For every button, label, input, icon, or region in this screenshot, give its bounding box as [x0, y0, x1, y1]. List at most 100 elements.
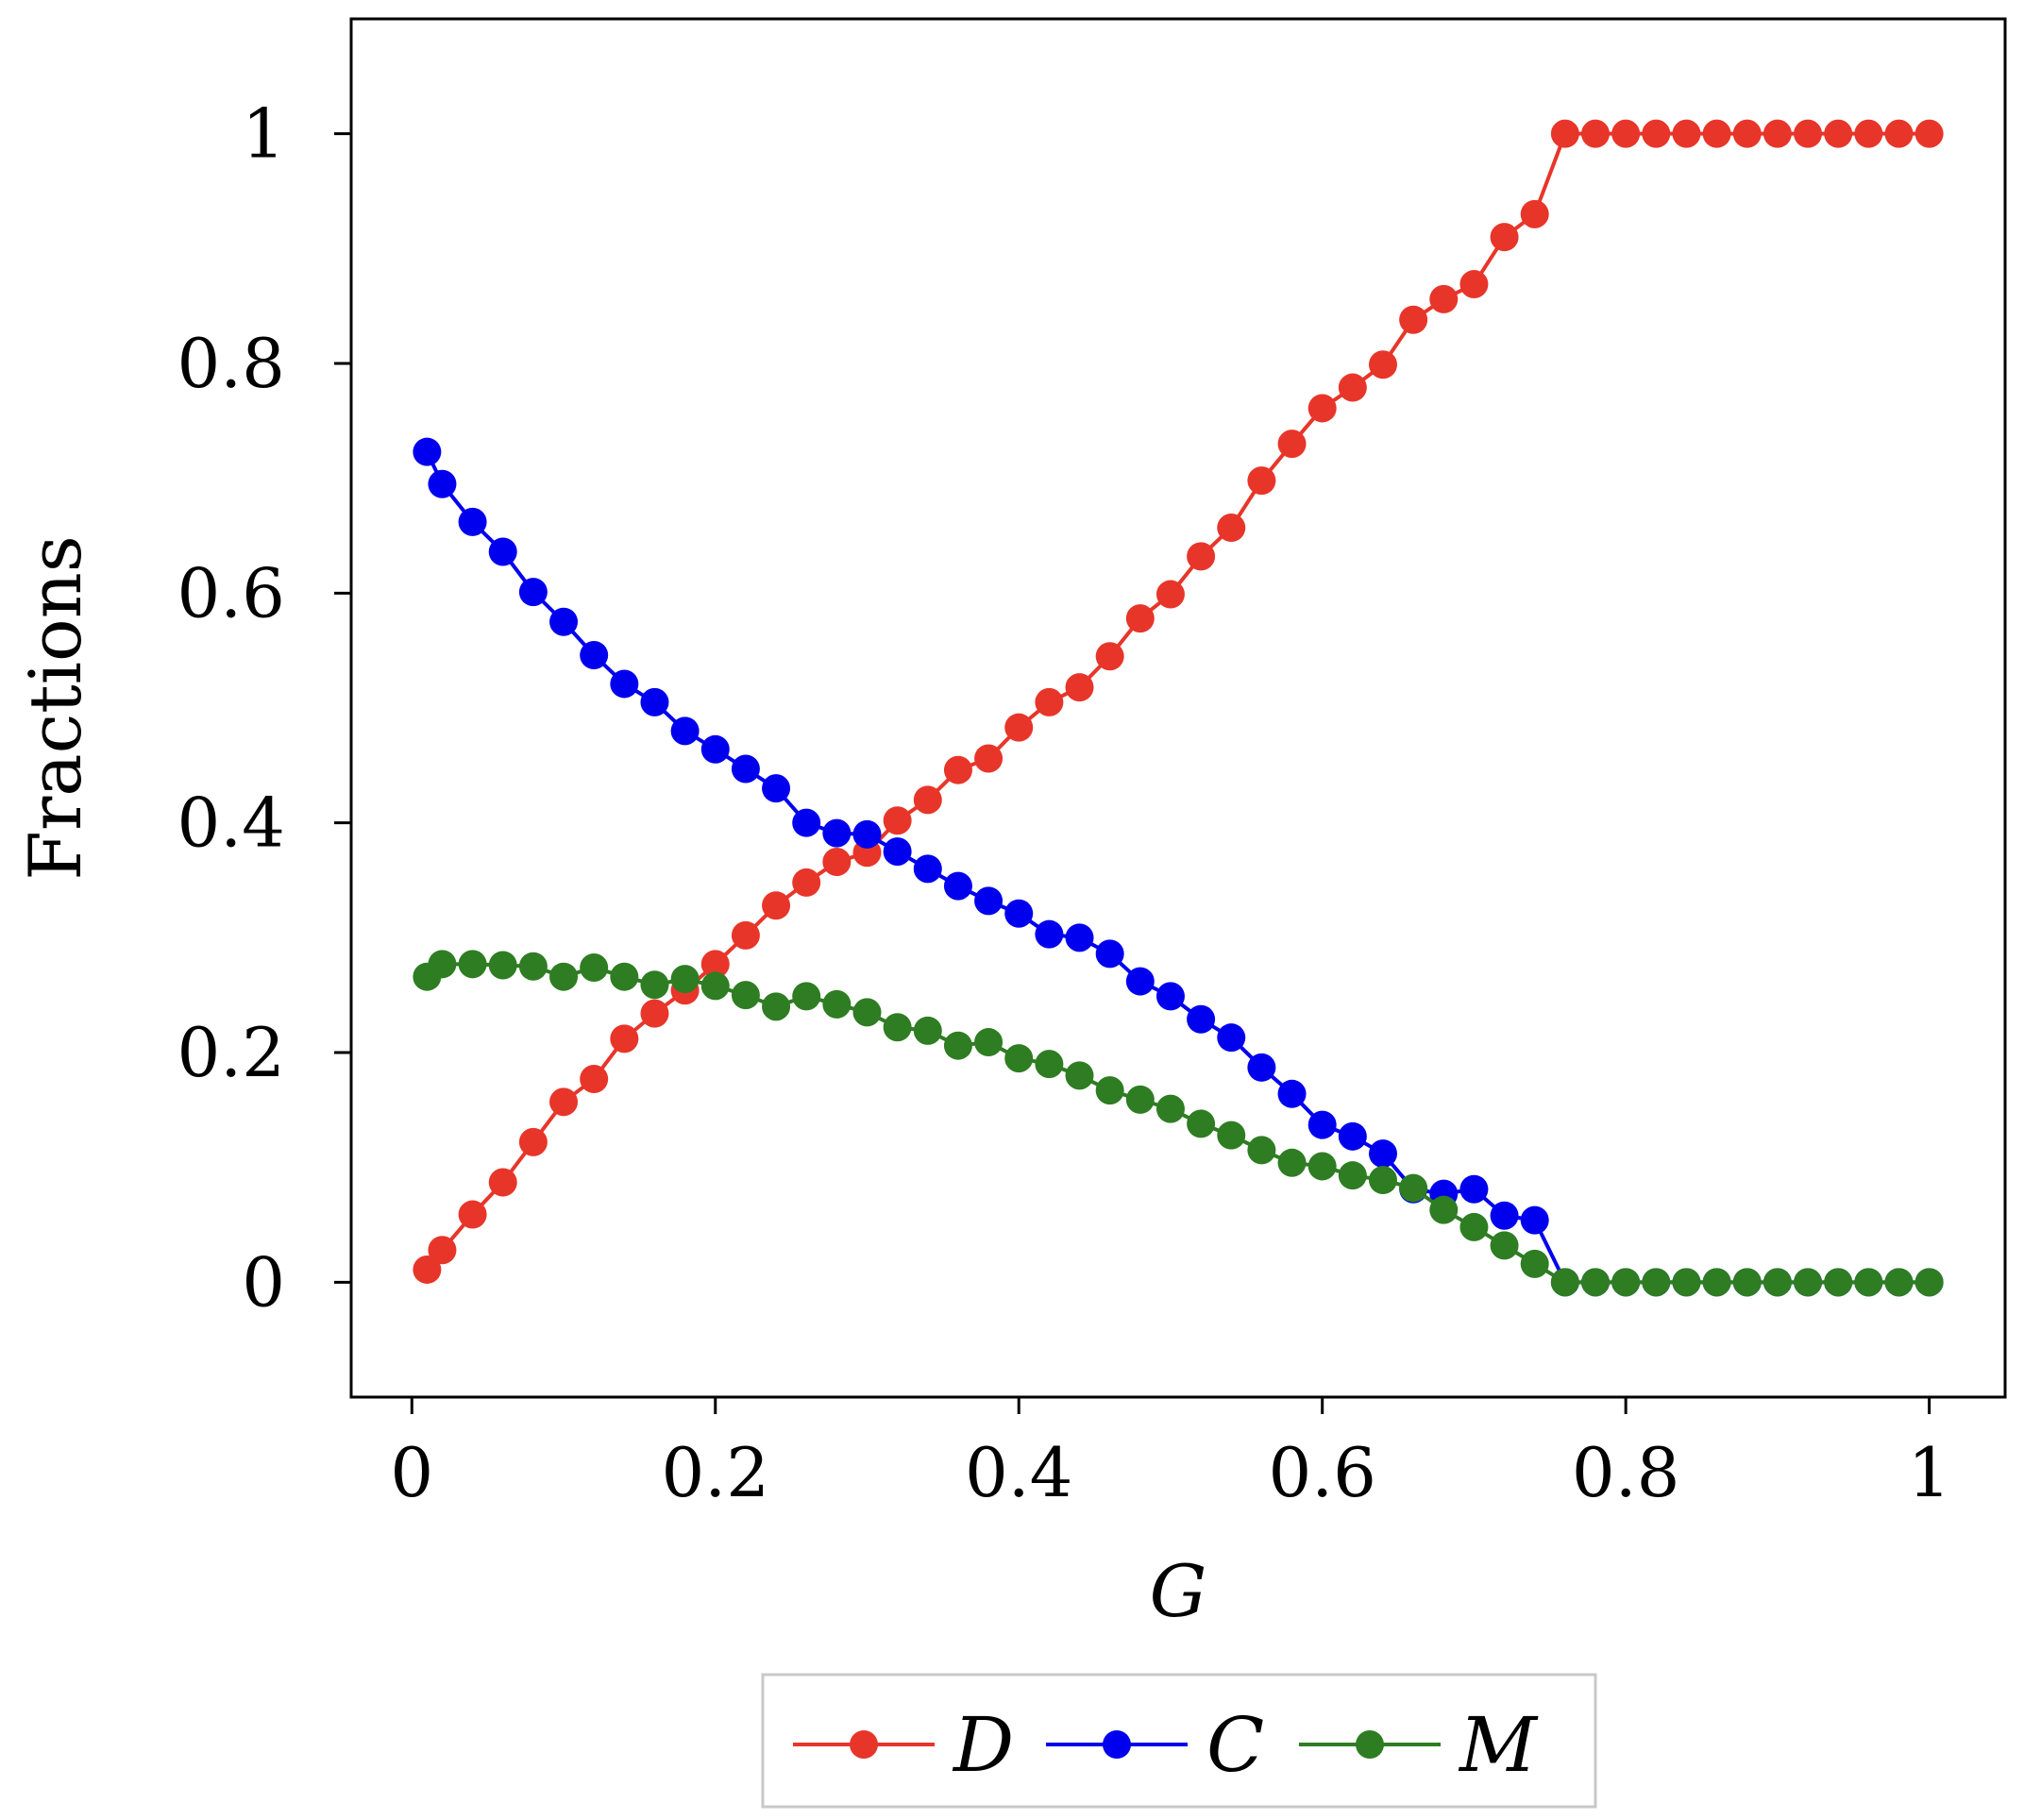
data-point-C: [413, 437, 442, 466]
data-point-D: [1065, 673, 1094, 702]
legend-marker-M: [1356, 1730, 1384, 1759]
data-point-D: [1520, 199, 1549, 228]
data-point-M: [1914, 1268, 1944, 1297]
data-point-M: [1520, 1249, 1549, 1278]
data-point-M: [1277, 1148, 1307, 1177]
x-tick-label: 0.2: [662, 1433, 770, 1512]
data-point-D: [822, 848, 852, 877]
data-point-D: [1914, 119, 1944, 148]
data-point-D: [1642, 119, 1671, 148]
y-tick-label: 0: [242, 1242, 285, 1322]
data-point-C: [1187, 1004, 1216, 1034]
data-point-C: [670, 716, 700, 746]
data-point-C: [822, 818, 852, 848]
data-point-C: [974, 886, 1004, 916]
data-point-M: [822, 989, 852, 1019]
data-point-D: [792, 868, 821, 897]
data-point-M: [428, 950, 457, 979]
data-point-M: [518, 952, 548, 981]
data-point-M: [1702, 1268, 1731, 1297]
data-point-D: [1854, 119, 1883, 148]
data-point-M: [610, 962, 639, 991]
legend-label-D: D: [952, 1701, 1014, 1789]
data-point-M: [700, 971, 730, 1001]
data-point-D: [610, 1024, 639, 1053]
series-line-C: [425, 450, 1930, 1285]
legend-box: [761, 1673, 1597, 1809]
data-point-M: [1125, 1085, 1155, 1114]
data-point-C: [1338, 1121, 1367, 1151]
data-point-D: [428, 1236, 457, 1265]
data-point-D: [580, 1064, 609, 1093]
data-point-M: [549, 962, 579, 991]
data-point-D: [1672, 119, 1701, 148]
data-point-D: [458, 1200, 487, 1229]
data-point-M: [852, 998, 882, 1027]
data-point-C: [1155, 982, 1185, 1011]
series-layer: [413, 119, 1944, 1297]
data-point-D: [1217, 513, 1246, 542]
data-point-D: [1399, 305, 1428, 334]
data-point-C: [913, 854, 942, 884]
legend-label-C: C: [1206, 1701, 1264, 1789]
data-point-M: [1035, 1050, 1064, 1079]
data-point-M: [974, 1028, 1004, 1057]
data-point-C: [1004, 899, 1034, 928]
legend-marker-D: [850, 1730, 878, 1759]
data-point-M: [1368, 1166, 1397, 1195]
data-point-M: [1187, 1109, 1216, 1138]
data-point-C: [1035, 919, 1064, 949]
data-point-C: [640, 687, 669, 716]
series-C: [413, 437, 1944, 1297]
data-point-C: [1368, 1139, 1397, 1169]
data-point-D: [1824, 119, 1853, 148]
data-point-C: [488, 537, 517, 566]
data-point-M: [1155, 1094, 1185, 1123]
data-point-D: [488, 1168, 517, 1197]
data-point-M: [1550, 1268, 1579, 1297]
data-point-M: [1884, 1268, 1914, 1297]
data-point-D: [731, 920, 760, 950]
data-point-C: [731, 754, 760, 784]
data-point-D: [1550, 119, 1579, 148]
y-tick-label: 0.8: [177, 324, 285, 403]
data-point-M: [1247, 1136, 1276, 1165]
data-point-C: [518, 578, 548, 607]
data-point-D: [762, 891, 791, 920]
data-point-M: [1307, 1152, 1337, 1181]
data-point-M: [731, 981, 760, 1010]
data-point-M: [1763, 1268, 1792, 1297]
data-point-C: [1217, 1023, 1246, 1053]
data-point-M: [1429, 1195, 1459, 1224]
data-point-D: [1611, 119, 1641, 148]
data-point-C: [762, 774, 791, 803]
y-tick-label: 1: [242, 94, 285, 174]
x-tick-label: 1: [1908, 1433, 1951, 1512]
data-point-M: [1004, 1044, 1034, 1073]
x-tick-label: 0.4: [965, 1433, 1073, 1512]
data-point-D: [1307, 394, 1337, 423]
data-point-M: [1581, 1268, 1611, 1297]
data-point-C: [610, 669, 639, 699]
data-point-M: [943, 1031, 972, 1060]
data-point-C: [883, 837, 912, 867]
data-point-M: [883, 1013, 912, 1042]
data-point-C: [1307, 1110, 1337, 1139]
data-point-C: [700, 734, 730, 764]
data-point-D: [518, 1127, 548, 1156]
data-point-C: [1490, 1201, 1519, 1230]
data-point-M: [458, 950, 487, 979]
data-point-D: [1155, 580, 1185, 609]
data-point-D: [1368, 350, 1397, 379]
data-point-D: [413, 1255, 442, 1284]
data-point-D: [1884, 119, 1914, 148]
data-point-D: [974, 744, 1004, 773]
data-point-M: [1672, 1268, 1701, 1297]
data-point-C: [1520, 1205, 1549, 1235]
data-point-M: [670, 965, 700, 994]
legend-label-M: M: [1458, 1701, 1539, 1789]
data-point-C: [580, 641, 609, 670]
x-tick-label: 0.6: [1268, 1433, 1376, 1512]
data-point-M: [762, 992, 791, 1021]
data-point-C: [428, 469, 457, 498]
